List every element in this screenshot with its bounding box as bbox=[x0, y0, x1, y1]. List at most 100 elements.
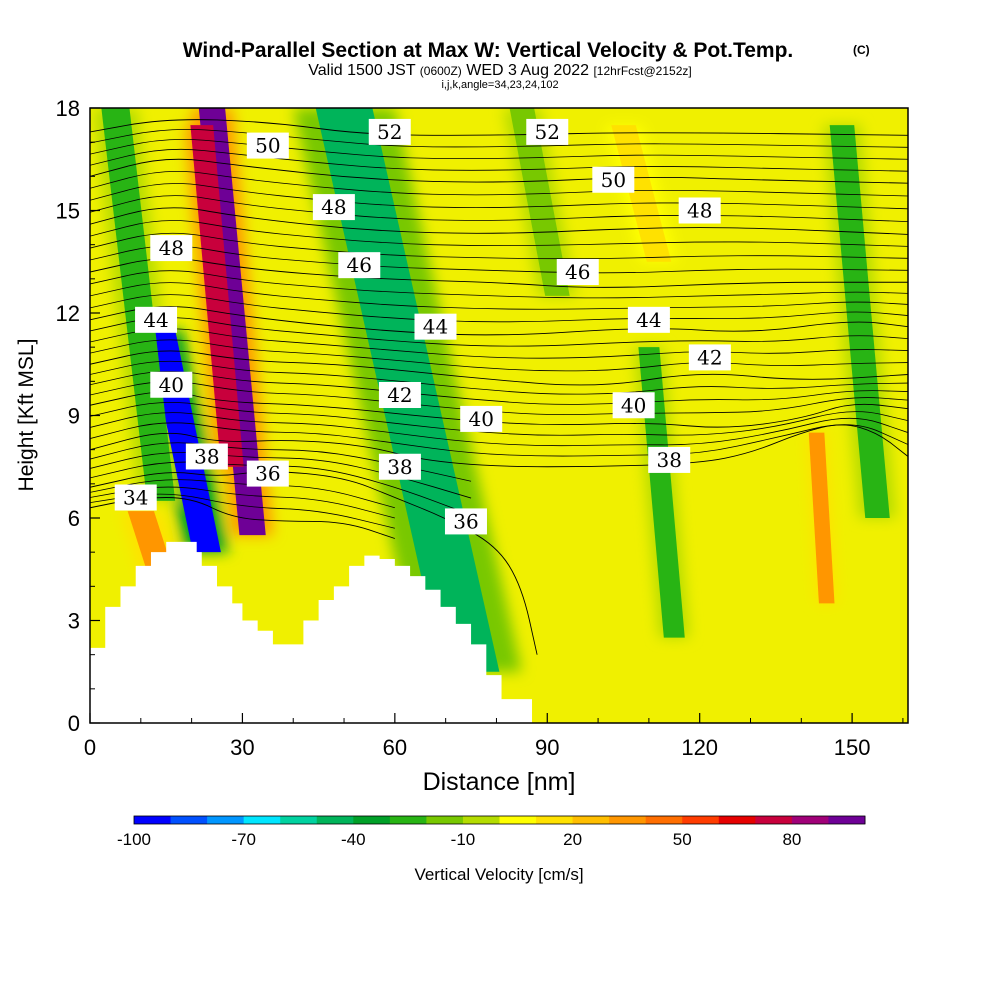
contour-label: 38 bbox=[185, 443, 228, 470]
isentrope-minor bbox=[90, 139, 908, 160]
contour-label: 36 bbox=[444, 508, 487, 535]
contour-label: 48 bbox=[678, 197, 721, 224]
y-tick-label: 3 bbox=[68, 609, 80, 634]
x-tick-label: 120 bbox=[681, 735, 718, 760]
contour-label-text: 48 bbox=[687, 199, 712, 223]
colorbar-swatch bbox=[499, 816, 537, 824]
colorbar-swatch bbox=[280, 816, 318, 824]
isentrope-minor bbox=[90, 452, 472, 499]
isentrope-minor bbox=[90, 170, 908, 197]
colorbar-swatch bbox=[134, 816, 172, 824]
isentrope-minor bbox=[90, 317, 908, 347]
isentrope-48 bbox=[90, 207, 908, 235]
isentrope-minor bbox=[90, 232, 908, 260]
isentrope-42 bbox=[90, 350, 908, 386]
contour-label-text: 52 bbox=[535, 120, 560, 144]
y-axis-label: Height [Kft MSL] bbox=[15, 339, 38, 492]
contour-label: 44 bbox=[414, 313, 457, 340]
colorbar-swatch bbox=[645, 816, 683, 824]
contour-label-text: 46 bbox=[565, 260, 590, 284]
colorbar-tick-label: 20 bbox=[563, 830, 582, 849]
isentrope-minor bbox=[90, 412, 908, 447]
x-axis-label: Distance [nm] bbox=[423, 768, 576, 796]
x-tick-label: 90 bbox=[535, 735, 559, 760]
downdraft-core bbox=[829, 125, 890, 518]
colorbar-swatch bbox=[682, 816, 720, 824]
chart-subtitle: Valid 1500 JST (0600Z) WED 3 Aug 2022 [1… bbox=[308, 62, 691, 79]
isentrope-minor bbox=[90, 183, 908, 210]
isentrope-minor bbox=[90, 148, 908, 172]
contour-label: 36 bbox=[246, 460, 289, 487]
isentrope-minor bbox=[90, 282, 908, 310]
contour-label-text: 38 bbox=[387, 455, 412, 479]
contour-label-text: 36 bbox=[453, 509, 478, 533]
contour-label-text: 48 bbox=[321, 195, 346, 219]
contour-label-text: 50 bbox=[601, 168, 626, 192]
contour-label: 48 bbox=[312, 194, 355, 221]
y-tick-label: 15 bbox=[56, 199, 80, 224]
colorbar-swatch bbox=[755, 816, 793, 824]
chart-title-mark: (C) bbox=[853, 43, 870, 57]
subtitle-valid: Valid 1500 JST bbox=[308, 62, 416, 79]
updraft-core bbox=[808, 432, 835, 604]
colorbar-swatch bbox=[828, 816, 866, 824]
isentrope-minor bbox=[90, 339, 908, 372]
colorbar-ticks: -100 -70 -40 -10 20 50 80 bbox=[117, 830, 801, 849]
downdraft-core bbox=[509, 108, 570, 296]
isentrope-minor bbox=[90, 479, 395, 509]
contour-label: 38 bbox=[648, 446, 691, 473]
contour-label: 40 bbox=[460, 405, 503, 432]
contour-label: 44 bbox=[627, 306, 670, 333]
colorbar-swatch bbox=[243, 816, 281, 824]
colorbar-tick-label: -40 bbox=[341, 830, 366, 849]
isentrope-38 bbox=[90, 424, 908, 468]
colorbar-swatch bbox=[426, 816, 464, 824]
contour-label-text: 38 bbox=[656, 448, 681, 472]
x-axis: 0 30 60 90 120 150 bbox=[84, 713, 904, 760]
isentrope-minor bbox=[90, 422, 908, 457]
colorbar-swatch bbox=[316, 816, 354, 824]
isentrope-labels: 34 36 36 38 38 38 40 40 40 42 42 44 44 44 46 46 48 48 48 50… bbox=[114, 118, 731, 535]
isentrope-minor bbox=[90, 328, 908, 359]
colorbar-swatch bbox=[536, 816, 574, 824]
isentrope-minor bbox=[90, 270, 908, 299]
contour-label-text: 46 bbox=[347, 253, 372, 277]
colorbar-tick-label: 50 bbox=[673, 830, 692, 849]
contour-label: 46 bbox=[556, 259, 599, 285]
colorbar-swatch bbox=[572, 816, 610, 824]
downdraft-core bbox=[638, 347, 685, 638]
terrain-mask bbox=[90, 541, 533, 723]
contour-label: 42 bbox=[688, 344, 731, 371]
colorbar-label: Vertical Velocity [cm/s] bbox=[414, 865, 583, 884]
contour-label: 42 bbox=[378, 382, 421, 408]
contour-label-text: 40 bbox=[621, 393, 646, 417]
colorbar-tick-label: 80 bbox=[782, 830, 801, 849]
contour-label: 46 bbox=[338, 252, 381, 279]
updraft-core bbox=[611, 125, 672, 262]
colorbar bbox=[133, 815, 866, 825]
colorbar-swatch bbox=[353, 816, 391, 824]
contour-label: 34 bbox=[114, 484, 157, 511]
contour-label: 48 bbox=[150, 235, 193, 262]
x-tick-label: 0 bbox=[84, 735, 96, 760]
contour-label-text: 36 bbox=[255, 462, 280, 486]
colorbar-swatch bbox=[791, 816, 829, 824]
contour-label: 44 bbox=[135, 306, 178, 333]
y-tick-label: 9 bbox=[68, 404, 80, 429]
colorbar-frame bbox=[133, 815, 866, 825]
contour-label: 52 bbox=[526, 118, 569, 145]
colorbar-swatch bbox=[207, 816, 245, 824]
contour-label: 52 bbox=[368, 118, 411, 145]
isentrope-50 bbox=[90, 158, 908, 184]
isentrope-minor bbox=[90, 195, 908, 223]
contour-label-text: 40 bbox=[159, 373, 184, 397]
contour-label-text: 44 bbox=[423, 315, 448, 339]
contour-label: 50 bbox=[592, 166, 635, 193]
contour-label-text: 50 bbox=[255, 134, 280, 158]
isentrope-minor bbox=[90, 371, 908, 405]
contour-label-text: 44 bbox=[636, 308, 661, 332]
colorbar-tick-label: -70 bbox=[231, 830, 256, 849]
colorbar-tick-label: -100 bbox=[117, 830, 151, 849]
y-tick-label: 12 bbox=[56, 301, 80, 326]
isentrope-minor bbox=[90, 360, 908, 395]
